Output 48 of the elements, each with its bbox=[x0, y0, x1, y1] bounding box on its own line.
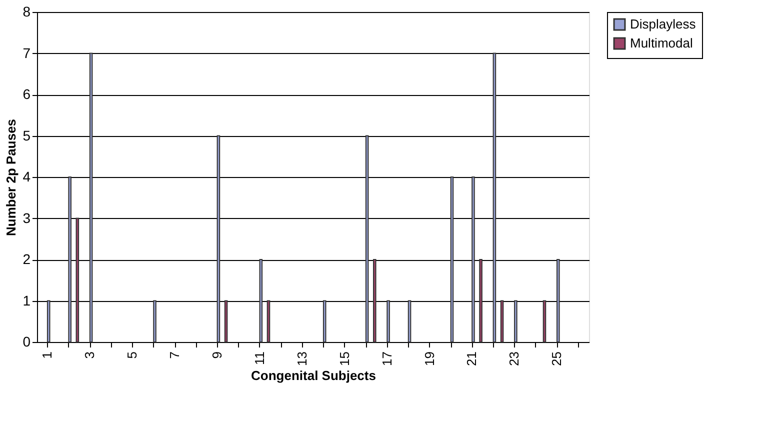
bar bbox=[556, 259, 560, 342]
bar bbox=[68, 176, 72, 342]
bar bbox=[492, 52, 496, 342]
bar bbox=[514, 300, 518, 342]
bar bbox=[373, 259, 376, 342]
y-tick-label: 8 bbox=[22, 4, 31, 20]
x-axis-title: Congenital Subjects bbox=[251, 368, 376, 383]
bar bbox=[386, 300, 390, 342]
y-tick-label: 6 bbox=[22, 86, 31, 102]
y-axis-title: Number 2p Pauses bbox=[4, 118, 19, 236]
bar bbox=[153, 300, 156, 342]
x-tick-label: 7 bbox=[167, 352, 182, 359]
bar bbox=[76, 218, 80, 342]
x-tick-label: 1 bbox=[40, 352, 55, 359]
bar bbox=[89, 52, 93, 342]
y-tick-label: 1 bbox=[22, 292, 31, 308]
x-tick-label: 17 bbox=[379, 352, 394, 366]
y-tick-label: 4 bbox=[22, 168, 31, 184]
bar bbox=[542, 300, 546, 342]
bar bbox=[450, 176, 454, 342]
x-tick-label: 3 bbox=[82, 352, 98, 359]
legend-label: Displayless bbox=[630, 16, 696, 32]
bar bbox=[216, 135, 220, 342]
bar bbox=[224, 300, 228, 342]
bar bbox=[472, 176, 475, 342]
x-tick-label: 23 bbox=[506, 352, 522, 366]
y-tick-label: 2 bbox=[22, 251, 31, 267]
y-tick-label: 3 bbox=[22, 210, 31, 226]
x-tick-label: 11 bbox=[252, 352, 267, 365]
x-tick-label: 5 bbox=[124, 352, 140, 359]
bar bbox=[259, 259, 263, 342]
bar bbox=[500, 300, 504, 342]
legend-label: Multimodal bbox=[630, 36, 693, 50]
bar bbox=[479, 259, 482, 342]
x-tick-label: 15 bbox=[336, 352, 352, 366]
x-tick-label: 21 bbox=[464, 352, 480, 366]
x-tick-label: 9 bbox=[209, 352, 224, 359]
y-tick-label: 7 bbox=[22, 44, 31, 61]
x-tick-label: 13 bbox=[294, 352, 310, 366]
bar bbox=[322, 300, 326, 342]
bar bbox=[46, 300, 50, 342]
x-tick-label: 19 bbox=[422, 352, 437, 366]
bar bbox=[266, 300, 270, 342]
y-tick-label: 5 bbox=[22, 127, 31, 144]
y-tick-label: 0 bbox=[22, 334, 31, 350]
bar bbox=[365, 135, 369, 342]
bar bbox=[408, 300, 412, 342]
x-tick-label: 25 bbox=[549, 352, 564, 366]
